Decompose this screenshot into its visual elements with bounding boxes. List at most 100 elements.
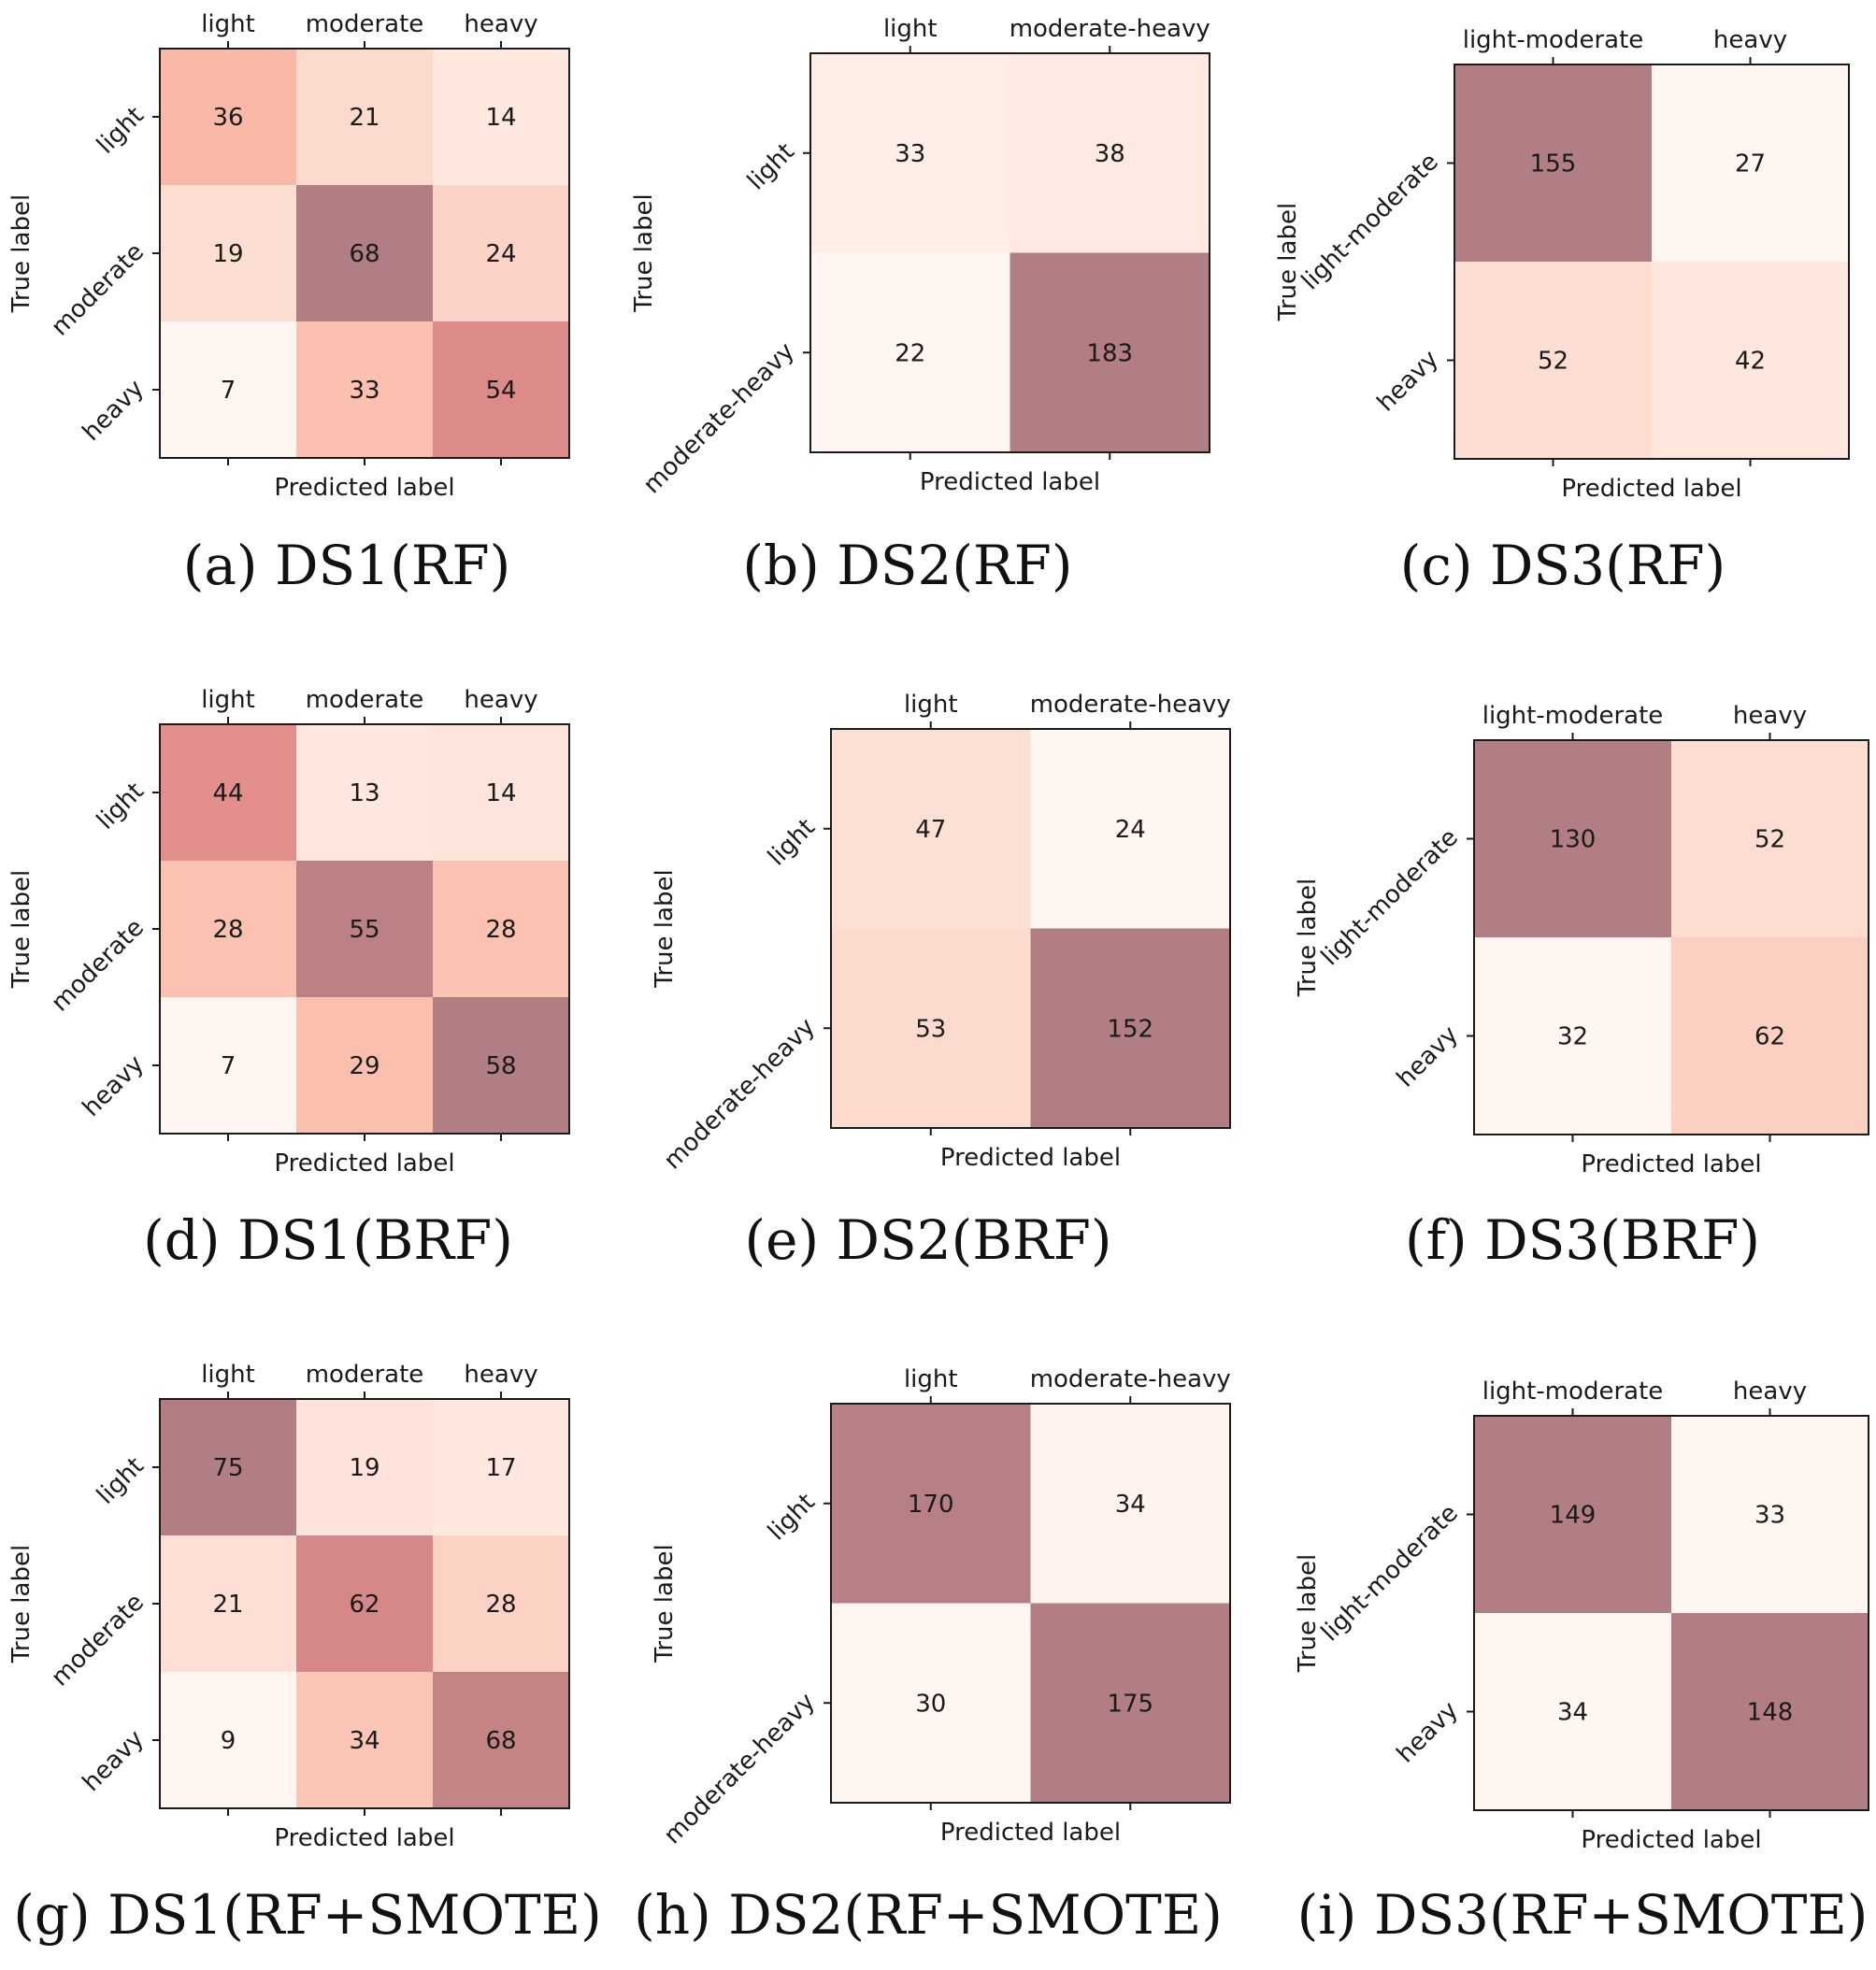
subfigure-caption: (h) DS2(RF+SMOTE): [634, 1883, 1223, 1947]
cell-value-label: 34: [1557, 1699, 1588, 1727]
matrix-cell: [160, 49, 297, 186]
y-axis-title: True label: [7, 194, 36, 313]
matrix-cell: [160, 1399, 297, 1536]
y-tick-label: light: [92, 1452, 150, 1510]
y-tick-label: light-moderate: [1316, 1499, 1464, 1647]
y-tick-label: light: [763, 813, 821, 871]
cell-value-label: 62: [1754, 1023, 1785, 1051]
matrix-cell: [810, 53, 1010, 253]
matrix-cell: [160, 1672, 297, 1809]
cell-value-label: 14: [485, 779, 516, 807]
cell-value-label: 183: [1086, 339, 1133, 367]
cell-value-label: 33: [895, 140, 925, 168]
matrix-cell: [433, 861, 570, 998]
cell-value-label: 149: [1550, 1502, 1597, 1530]
cell-value-label: 175: [1107, 1690, 1153, 1718]
matrix-cell: [433, 185, 570, 322]
cell-value-label: 17: [485, 1454, 516, 1482]
cell-value-label: 30: [915, 1690, 946, 1718]
y-tick-label: moderate: [46, 1589, 150, 1692]
cell-value-label: 62: [349, 1591, 379, 1619]
cell-value-label: 170: [908, 1491, 954, 1519]
y-axis-title: True label: [651, 1544, 679, 1663]
cell-value-label: 36: [212, 104, 243, 132]
matrix-cell: [810, 252, 1010, 453]
cell-value-label: 44: [212, 779, 243, 807]
cell-value-label: 148: [1747, 1699, 1794, 1727]
cell-value-label: 68: [349, 240, 379, 268]
cell-value-label: 22: [895, 339, 925, 367]
cell-value-label: 19: [349, 1454, 379, 1482]
confusion-matrix-panel: 149 33 34 148 light-moderate heavy light-moder…: [1294, 1378, 1869, 1947]
subfigure-caption: (f) DS3(BRF): [1405, 1208, 1760, 1272]
y-axis-title: True label: [7, 870, 36, 989]
y-tick-label: heavy: [1392, 1696, 1464, 1768]
cell-value-label: 24: [485, 240, 516, 268]
cell-value-label: 13: [349, 779, 379, 807]
matrix-cell: [831, 928, 1031, 1129]
plot-frame: [830, 1403, 1231, 1804]
cell-value-label: 32: [1557, 1023, 1588, 1051]
y-tick-label: heavy: [1392, 1021, 1464, 1092]
x-axis-title: Predicted label: [274, 1149, 454, 1178]
cell-value-label: 34: [349, 1727, 379, 1755]
cell-value-label: 27: [1735, 150, 1766, 178]
matrix-cell: [296, 185, 434, 322]
x-axis-title: Predicted label: [274, 1824, 454, 1852]
x-tick-label: light: [883, 15, 938, 43]
x-tick-label: light-moderate: [1463, 26, 1644, 54]
x-axis-title: Predicted label: [940, 1819, 1121, 1847]
plot-frame: [1473, 739, 1869, 1135]
cell-value-label: 52: [1754, 826, 1785, 854]
confusion-matrix-panel: 33 38 22 183 light moderate-heavy light moderat…: [630, 15, 1210, 597]
matrix-cell: [433, 1672, 570, 1809]
y-tick-label: light: [92, 102, 150, 160]
matrix-cell: [1030, 928, 1231, 1129]
cell-value-label: 28: [485, 1591, 516, 1619]
cell-value-label: 47: [915, 816, 946, 844]
confusion-matrix-panel: 36 21 14 19 68 24 7 33 54 light moderate heavy light…: [7, 10, 570, 597]
y-tick-label: moderate-heavy: [659, 1013, 821, 1175]
y-tick-label: light: [742, 137, 800, 195]
matrix-cell: [433, 321, 570, 459]
confusion-matrix-panel: 170 34 30 175 light moderate-heavy light modera…: [634, 1365, 1231, 1947]
x-tick-label: moderate-heavy: [1010, 15, 1210, 43]
matrix-cell: [296, 1399, 434, 1536]
cell-value-label: 21: [349, 104, 379, 132]
cell-value-label: 58: [485, 1052, 516, 1080]
x-axis-title: Predicted label: [1581, 1826, 1761, 1854]
matrix-cell: [831, 1404, 1031, 1604]
y-tick-label: moderate: [46, 914, 150, 1018]
y-tick-label: heavy: [1372, 345, 1444, 417]
cell-value-label: 155: [1530, 150, 1577, 178]
confusion-matrix-panel: 75 19 17 21 62 28 9 34 68 light moderate heavy light…: [7, 1361, 602, 1947]
cell-value-label: 38: [1095, 140, 1125, 168]
matrix-cell: [1474, 1416, 1672, 1614]
plot-frame: [1454, 64, 1850, 460]
confusion-matrix-panel: 47 24 53 152 light moderate-heavy light moderat…: [651, 691, 1231, 1272]
matrix-cell: [160, 321, 297, 459]
y-tick-label: moderate-heavy: [638, 337, 800, 499]
matrix-cell: [1671, 937, 1869, 1135]
confusion-matrix-panel: 44 13 14 28 55 28 7 29 58 light moderate heavy light…: [7, 686, 570, 1272]
matrix-cell: [1454, 262, 1653, 460]
x-tick-label: heavy: [464, 10, 537, 38]
matrix-cell: [296, 997, 434, 1135]
cell-value-label: 52: [1538, 348, 1568, 376]
x-axis-title: Predicted label: [920, 468, 1100, 496]
y-axis-title: True label: [1274, 203, 1302, 321]
matrix-cell: [1010, 53, 1210, 253]
y-tick-label: heavy: [78, 1725, 150, 1797]
cell-value-label: 68: [485, 1727, 516, 1755]
x-tick-label: heavy: [1733, 1378, 1807, 1406]
x-tick-label: light: [904, 691, 958, 719]
cell-value-label: 152: [1107, 1015, 1153, 1043]
matrix-cell: [433, 1535, 570, 1673]
matrix-cell: [160, 185, 297, 322]
subfigure-caption: (b) DS2(RF): [742, 534, 1072, 597]
matrix-cell: [1671, 740, 1869, 938]
cell-value-label: 29: [349, 1052, 379, 1080]
x-tick-label: light-moderate: [1482, 1378, 1664, 1406]
y-tick-label: light: [92, 778, 150, 835]
